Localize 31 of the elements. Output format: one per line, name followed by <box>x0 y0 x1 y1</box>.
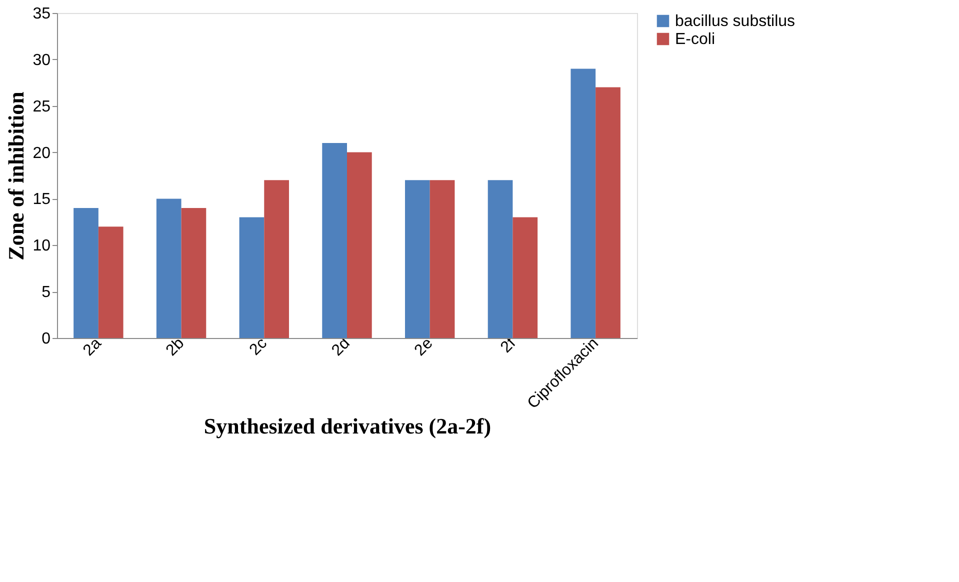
bar <box>347 152 372 338</box>
y-tick-label: 25 <box>32 98 51 116</box>
x-tick-label: 2b <box>163 334 188 360</box>
legend-label: E-coli <box>675 31 716 48</box>
y-tick-label: 5 <box>42 284 51 302</box>
y-axis-title: Zone of inhibition <box>4 92 29 260</box>
y-tick-label: 20 <box>32 144 51 162</box>
y-tick-label: 35 <box>32 6 51 22</box>
bar <box>181 208 206 338</box>
bar <box>405 180 430 338</box>
y-tick-label: 30 <box>32 52 51 69</box>
bar <box>570 68 596 338</box>
bar <box>512 217 538 338</box>
bar <box>264 180 289 338</box>
x-axis-title: Synthesized derivatives (2a-2f) <box>204 414 492 439</box>
bar <box>74 208 98 338</box>
x-tick-label: 2a <box>80 334 105 360</box>
x-tick-label: 2e <box>412 334 436 360</box>
bar <box>239 217 264 338</box>
y-tick-label: 10 <box>32 238 51 255</box>
x-tick-label: 2d <box>328 334 354 360</box>
y-tick-label: 0 <box>42 330 51 348</box>
bar <box>156 198 182 338</box>
legend-label: bacillus substilus <box>675 13 796 30</box>
bar <box>98 226 124 338</box>
x-tick-label: 2c <box>246 334 271 359</box>
bar <box>322 143 347 338</box>
bar <box>488 180 513 338</box>
y-tick-label: 15 <box>32 191 51 208</box>
bar <box>596 87 620 338</box>
bar <box>430 180 455 338</box>
